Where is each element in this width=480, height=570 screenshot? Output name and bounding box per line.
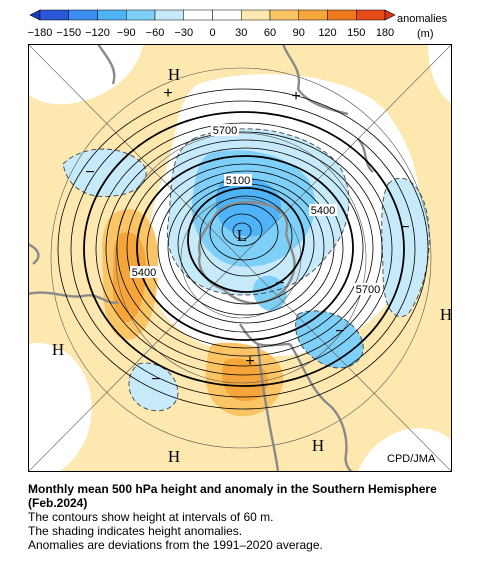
new-zealand-coast [357,138,374,173]
contour-labels: 5700 5100 5400 5400 5700 [130,124,382,296]
anomaly-colorbar: −180 −150 −120 −90 −60 −30 0 30 60 90 120 150 180 an… [0,0,480,44]
anomaly-negative-west [63,149,147,197]
colorbar-tick-label: 120 [318,27,336,39]
map-credit: CPD/JMA [387,453,436,465]
caption-line-1: The contours show height at intervals of… [28,510,274,524]
coastlines [28,44,374,472]
colorbar-unit-label: anomalies [397,13,448,25]
colorbar-tick-label: −90 [117,27,136,39]
colorbar-cell [241,9,271,21]
colorbar-tick-label: −150 [56,27,81,39]
south-america-coast-east [288,343,354,472]
low-center-label: L [237,226,247,245]
map-grid [28,44,452,472]
colorbar-cell [327,9,357,21]
colorbar-cell [68,9,98,21]
anomaly-negative-southwest [129,363,178,411]
height-contour-outer [57,88,429,410]
colorbar-svg: −180 −150 −120 −90 −60 −30 0 30 60 90 120 150 180 an… [28,9,448,40]
colorbar-tick-label: −180 [28,27,53,39]
positive-anomaly-sign: + [163,85,172,102]
madagascar-coast [28,242,40,265]
colorbar-tick-label: 30 [235,27,247,39]
anomaly-signs: + + + − − − − − [85,85,409,388]
colorbar-arrow-left [29,9,41,21]
contour-label-bg [130,266,158,278]
contour-label: 5400 [311,205,335,217]
anomaly-neutral-topleft [28,44,143,105]
africa-coast-south [28,291,119,304]
contour-label: 5700 [213,125,237,137]
negative-anomaly-sign: − [151,371,160,388]
caption-line-3: Anomalies are deviations from the 1991–2… [28,538,323,552]
height-contours [57,88,429,410]
negative-anomaly-sign: − [335,323,344,340]
contour-label: 5400 [132,267,156,279]
caption-line-2: The shading indicates height anomalies. [28,524,243,538]
colorbar-cell [126,9,156,21]
center-labels: H H H H H L [52,65,452,466]
colorbar-tick-label: 90 [293,27,305,39]
polar-map: 5700 5100 5400 5400 5700 H H H H H L + + + − − − − − CPD… [28,44,452,472]
contour-label-bg [354,283,382,295]
contour-label-bg [211,124,239,136]
colorbar-cell [298,9,328,21]
map-frame [28,44,452,472]
negative-anomaly-sign: − [275,275,284,292]
contour-label: 5100 [226,175,250,187]
colorbar-tick-label: 0 [209,27,215,39]
high-center-label: H [312,436,324,455]
colorbar-cells [29,9,396,21]
colorbar-arrow-right [384,9,396,21]
map-svg: 5700 5100 5400 5400 5700 H H H H H L + + + − − − − − CPD… [28,44,452,472]
negative-anomaly-sign: − [400,219,409,236]
anomaly-positive-90-south [221,358,268,402]
colorbar-tick-label: −30 [174,27,193,39]
colorbar-tick-label: 60 [264,27,276,39]
height-contour-5700 [83,111,405,387]
negative-anomaly-sign: − [85,164,94,181]
south-america-coast-west [256,343,280,472]
height-contour-5100 [187,187,305,293]
colorbar-ticks: −180 −150 −120 −90 −60 −30 0 30 60 90 120 150 180 [28,27,395,39]
colorbar-cell [39,9,69,21]
colorbar-cell [97,9,127,21]
anomaly-neutral-topright [428,44,452,104]
high-center-label: H [52,340,64,359]
colorbar-cell [183,9,213,21]
high-center-label: H [168,65,180,84]
anomaly-neutral-bottomleft [28,343,92,472]
contour-label-bg [309,204,337,216]
height-contour-5400 [136,155,354,341]
australia-coast [281,44,349,116]
colorbar-unit: (m) [417,28,434,40]
colorbar-cell [356,9,386,21]
anomaly-neutral-bottomright [358,428,452,472]
colorbar-tick-label: −60 [146,27,165,39]
contour-label-bg [224,174,252,186]
anomaly-negative-east [381,178,430,317]
positive-anomaly-sign: + [291,88,300,105]
colorbar-cell [269,9,299,21]
antarctica-coast [197,200,296,305]
high-center-label: H [168,447,180,466]
colorbar-cell [212,9,242,21]
contour-label: 5700 [356,284,380,296]
indian-ocean-coast [97,44,116,85]
colorbar-tick-label: 180 [376,27,394,39]
caption-title: Monthly mean 500 hPa height and anomaly … [28,482,437,510]
positive-anomaly-sign: + [245,353,254,370]
colorbar-tick-label: 150 [347,27,365,39]
high-center-label: H [440,305,452,324]
colorbar-tick-label: −120 [85,27,110,39]
colorbar-cell [154,9,184,21]
